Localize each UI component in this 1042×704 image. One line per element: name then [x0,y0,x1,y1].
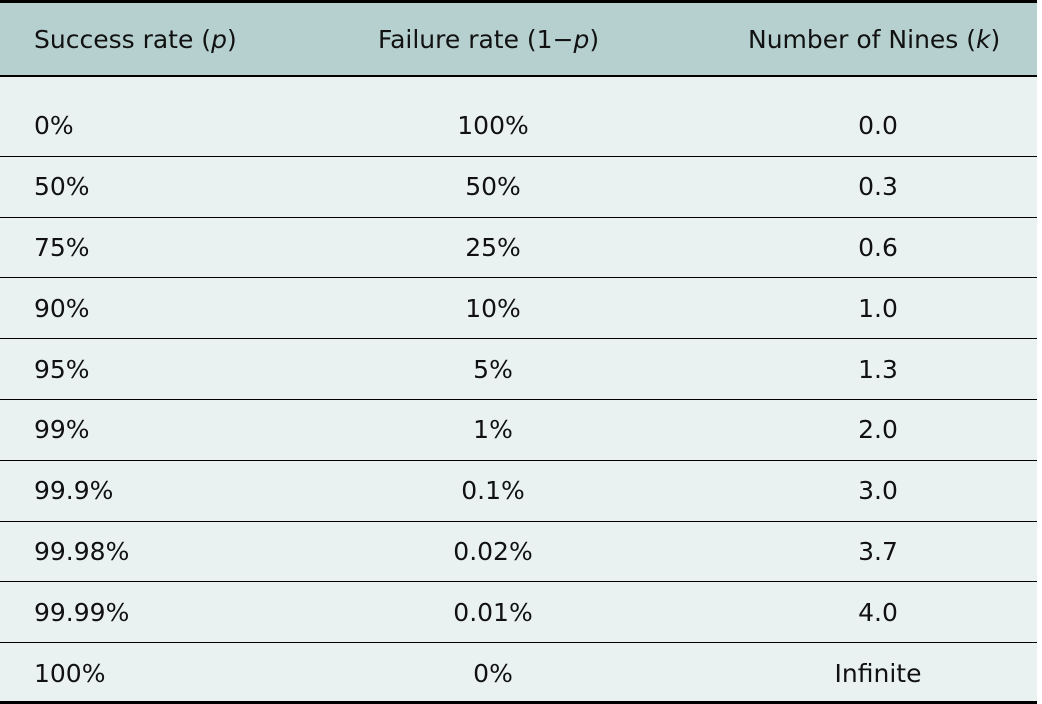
table-row: 99.9% 0.1% 3.0 [0,461,1037,522]
table-row: 75% 25% 0.6 [0,218,1037,279]
cell-success-rate: 50% [34,172,90,202]
cell-success-rate: 95% [34,354,90,384]
cell-number-of-nines: 4.0 [858,597,898,627]
cell-failure-rate: 0.01% [453,597,533,627]
cell-failure-rate: 0.1% [461,476,525,506]
cell-number-of-nines: 3.0 [858,476,898,506]
cell-failure-rate: 50% [465,172,521,202]
cell-number-of-nines: 0.6 [858,232,898,262]
table-row: 100% 0% Infinite [0,643,1037,704]
cell-failure-rate: 100% [457,111,529,141]
cell-success-rate: 90% [34,293,90,323]
cell-failure-rate: 1% [473,415,513,445]
cell-success-rate: 99% [34,415,90,445]
cell-failure-rate: 25% [465,232,521,262]
cell-number-of-nines: 2.0 [858,415,898,445]
cell-number-of-nines: 0.3 [858,172,898,202]
cell-number-of-nines: 1.0 [858,293,898,323]
cell-failure-rate: 0.02% [453,536,533,566]
cell-failure-rate: 5% [473,354,513,384]
cell-success-rate: 99.98% [34,536,130,566]
table-row: 99.98% 0.02% 3.7 [0,522,1037,583]
cell-failure-rate: 0% [473,659,513,689]
cell-number-of-nines: 3.7 [858,536,898,566]
cell-success-rate: 100% [34,659,106,689]
table-header-row: Success rate (p) Failure rate (1− p) Numb… [0,3,1037,77]
header-failure-rate: Failure rate (1− p) [378,24,600,54]
table-row: 99.99% 0.01% 4.0 [0,582,1037,644]
cell-success-rate: 99.99% [34,597,130,627]
cell-success-rate: 75% [34,232,90,262]
table-row: 50% 50% 0.3 [0,157,1037,218]
cell-success-rate: 0% [34,111,74,141]
table-row: 99% 1% 2.0 [0,400,1037,461]
cell-failure-rate: 10% [465,293,521,323]
header-success-rate: Success rate (p) [34,24,237,54]
header-number-of-nines: Number of Nines (k) [748,24,1001,54]
table-row: 95% 5% 1.3 [0,339,1037,400]
cell-number-of-nines: Infinite [834,659,922,689]
table-row: 0% 100% 0.0 [0,96,1037,157]
cell-success-rate: 99.9% [34,476,114,506]
cell-number-of-nines: 1.3 [858,354,898,384]
cell-number-of-nines: 0.0 [858,111,898,141]
table-row: 90% 10% 1.0 [0,278,1037,340]
